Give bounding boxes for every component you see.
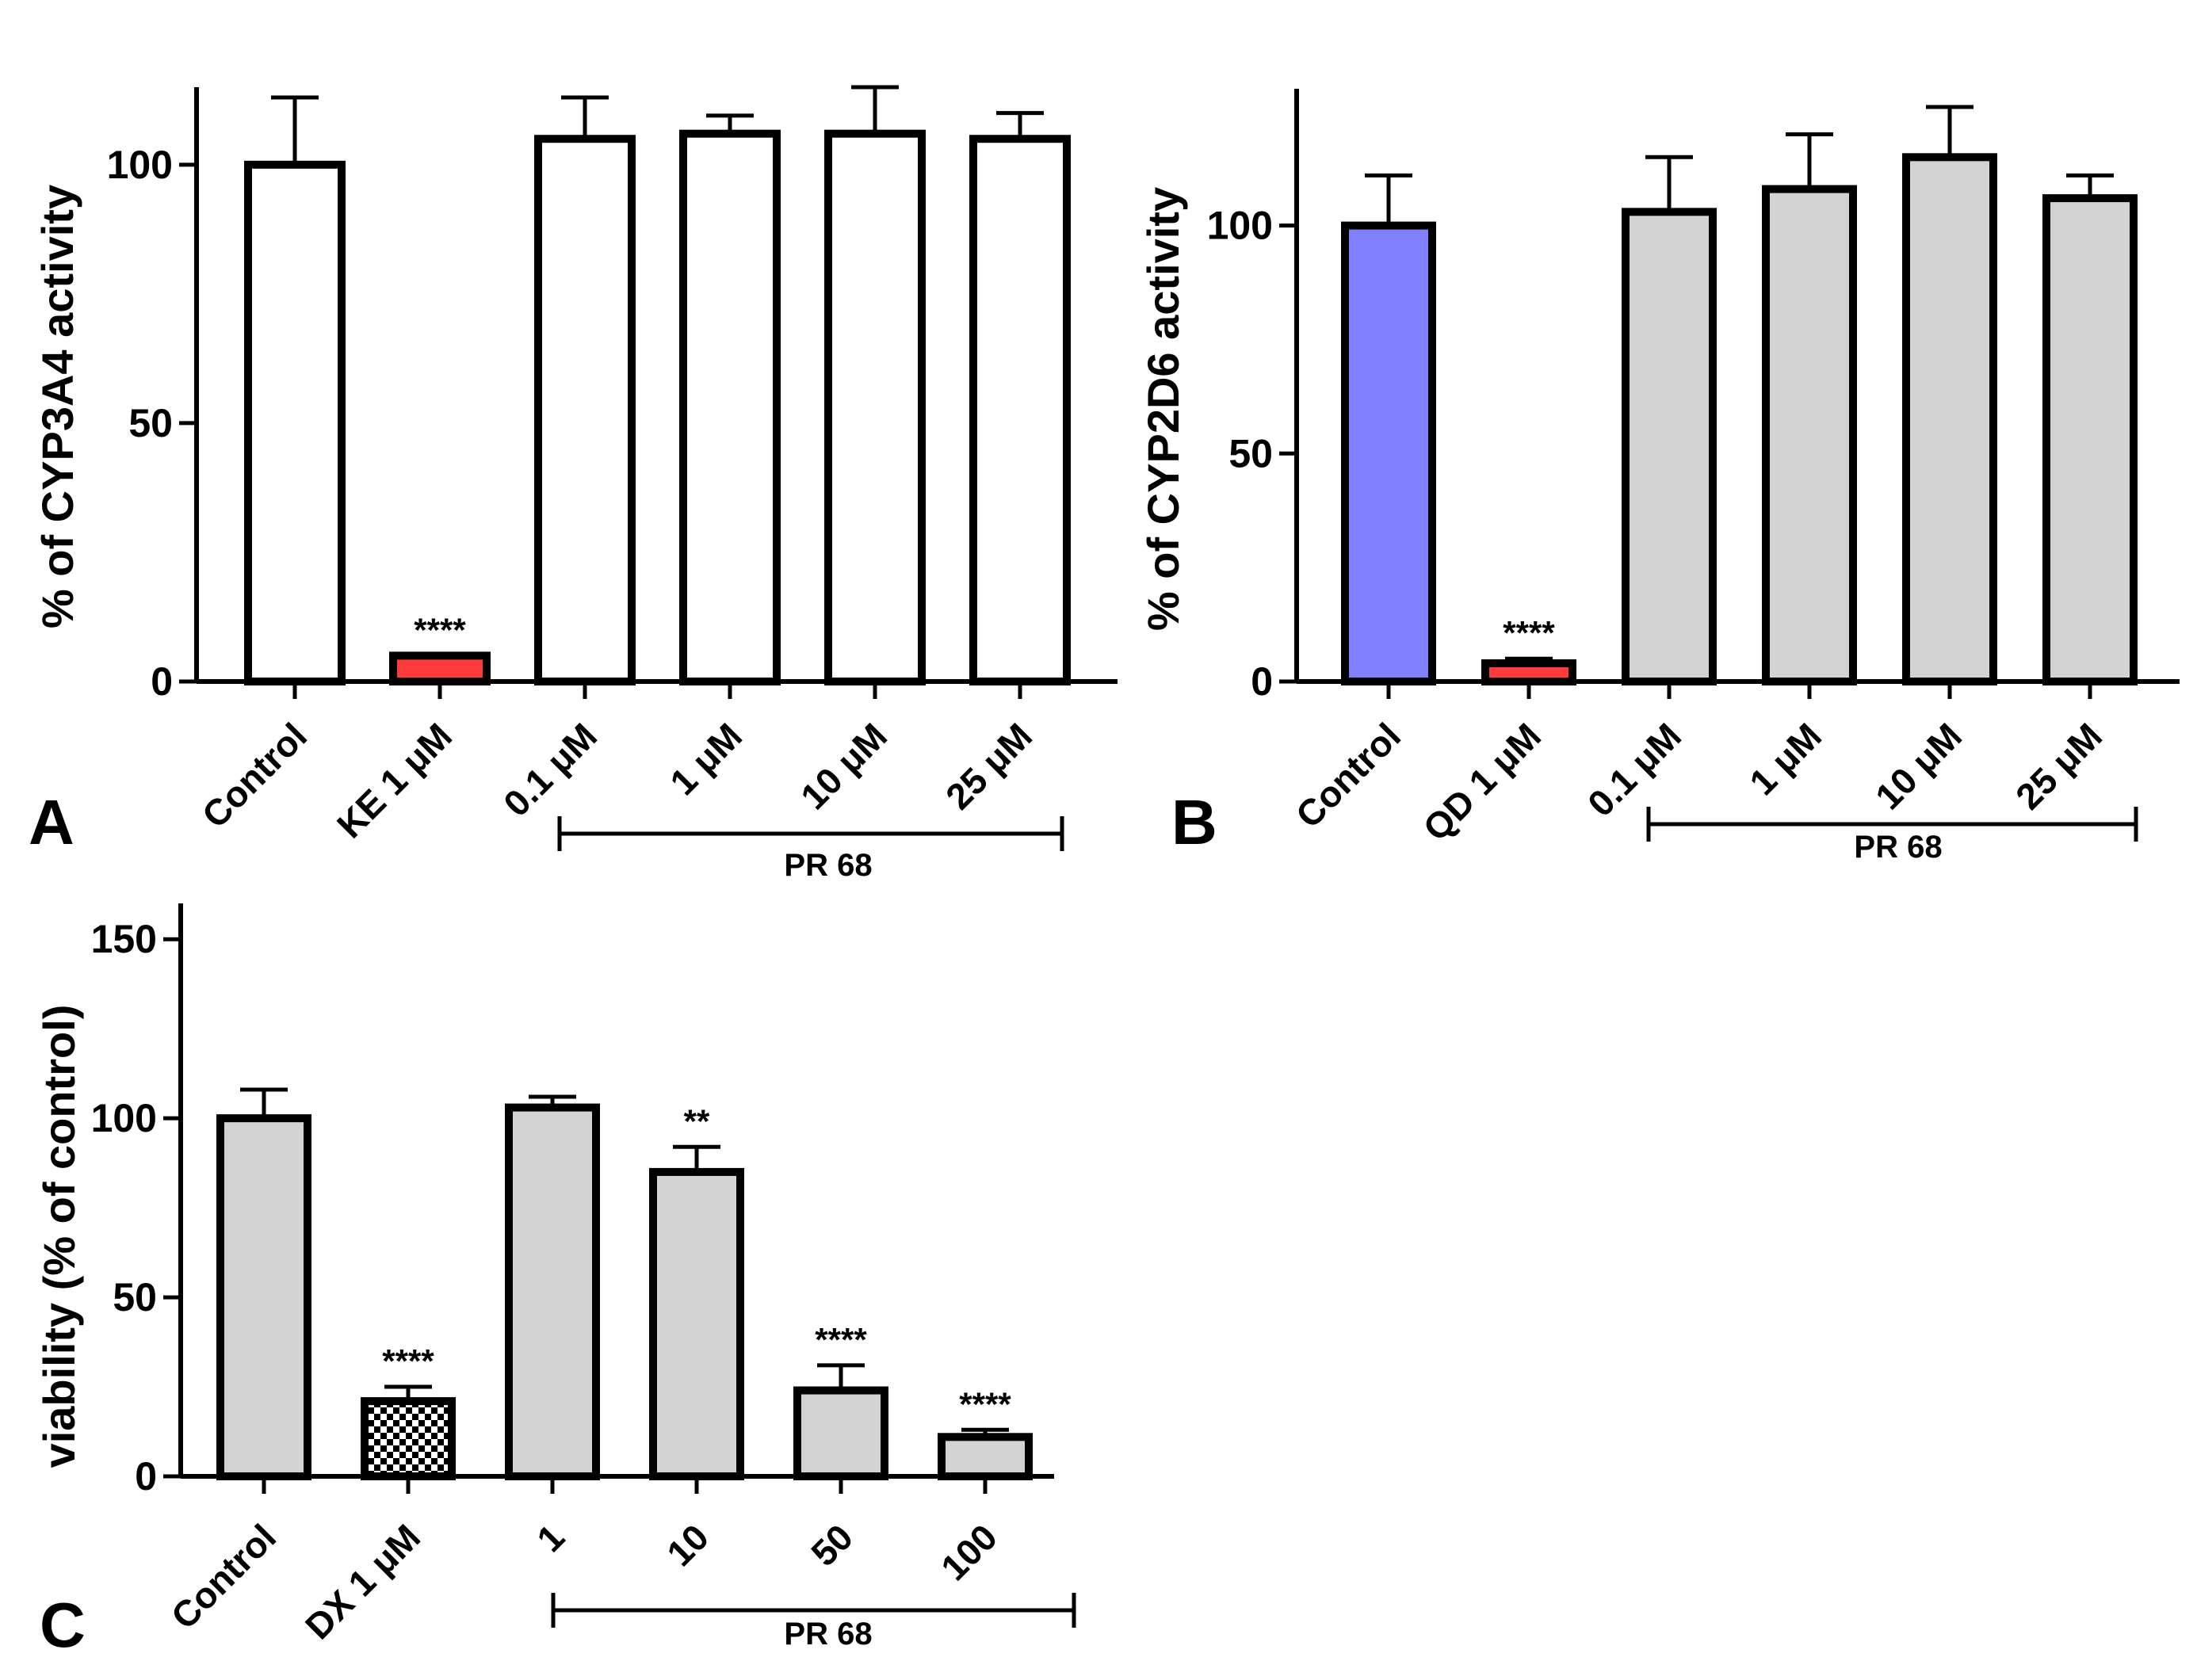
panel-b-bar (1481, 659, 1576, 686)
panel-b-ylabel: % of CYP2D6 activity (1138, 187, 1188, 631)
panel-a-ytick-label: 100 (107, 143, 173, 187)
panel-a-category-label: 0.1 μM (495, 715, 605, 824)
panel-c-category-label: 1 (529, 1516, 572, 1560)
panel-c-significance-label: **** (815, 1321, 867, 1358)
panel-letter-a: A (29, 787, 75, 857)
panel-b-bar (1902, 153, 1997, 686)
panel-c-category-label: 100 (933, 1516, 1005, 1588)
panel-a-bar (244, 160, 346, 685)
panel-c-group-label: PR 68 (784, 1617, 872, 1651)
panel-c-ytick-label: 100 (91, 1096, 157, 1140)
panel-a-bar (534, 135, 636, 685)
panel-a-bar (389, 651, 491, 685)
panel-c-significance-label: **** (959, 1385, 1011, 1422)
panel-b-group-label: PR 68 (1854, 830, 1942, 865)
panel-c-chart: C viability (% of control) 050100150Cont… (34, 903, 1076, 1660)
panel-a-category-label: Control (194, 715, 315, 835)
panel-b-category-label: 0.1 μM (1580, 715, 1689, 824)
panel-b-bar (1622, 208, 1717, 686)
panel-b-category-label: 10 μM (1867, 715, 1970, 817)
panel-b-ytick-label: 0 (1251, 659, 1273, 704)
panel-b-ytick-label: 50 (1228, 431, 1273, 475)
panel-a-ytick-label: 50 (128, 401, 173, 445)
panel-a-chart: A % of CYP3A4 activity 0 50 100 Control KE 1… (29, 85, 1118, 883)
panel-c-bar (216, 1114, 311, 1480)
panel-b-category-label: 1 μM (1741, 715, 1829, 803)
panel-a-bar (969, 135, 1071, 685)
panel-c-category-label: Control (163, 1516, 284, 1636)
panel-a-bar (824, 129, 926, 685)
panel-b-category-label: 25 μM (2008, 715, 2110, 817)
panel-c-bar (793, 1386, 888, 1481)
panel-c-bar (505, 1103, 600, 1480)
panel-c-category-label: DX 1 μM (297, 1516, 428, 1647)
panel-b-bar (1762, 185, 1857, 686)
panel-c-category-label: 10 (659, 1516, 716, 1574)
panel-c-significance-label: ** (684, 1102, 710, 1140)
panel-a-category-label: 1 μM (662, 715, 750, 803)
panel-c-ytick-label: 150 (91, 917, 157, 961)
panel-a-ylabel: % of CYP3A4 activity (32, 185, 82, 628)
panel-c-bar (649, 1167, 744, 1480)
panel-b-chart: B % of CYP2D6 activity 0 50 100 Control QD 1… (1138, 89, 2180, 865)
panel-a-bar (679, 129, 781, 685)
panel-a-significance-label: **** (414, 611, 466, 648)
panel-a-category-label: 25 μM (938, 715, 1040, 817)
panel-b-ytick-label: 100 (1207, 204, 1273, 248)
panel-b-category-label: QD 1 μM (1415, 715, 1549, 849)
panel-c-category-label: 50 (803, 1516, 861, 1574)
panel-c-ytick-label: 50 (113, 1275, 157, 1319)
panel-a-category-label: KE 1 μM (329, 715, 460, 846)
panel-letter-b: B (1171, 787, 1217, 857)
panel-c-significance-label: **** (382, 1342, 434, 1380)
panel-b-bar (1341, 221, 1436, 686)
panel-a-group-label: PR 68 (784, 848, 872, 883)
panel-c-bar (938, 1433, 1033, 1480)
panel-a-category-label: 10 μM (793, 715, 895, 817)
panel-b-significance-label: **** (1503, 614, 1555, 651)
panel-c-ylabel: viability (% of control) (34, 1005, 84, 1468)
panel-a-ytick-label: 0 (151, 659, 173, 704)
panel-c-bar (361, 1397, 456, 1480)
panel-c-ytick-label: 0 (135, 1454, 157, 1499)
panel-b-category-label: Control (1288, 715, 1408, 835)
panel-letter-c: C (40, 1590, 86, 1660)
panel-b-bar (2042, 194, 2138, 686)
